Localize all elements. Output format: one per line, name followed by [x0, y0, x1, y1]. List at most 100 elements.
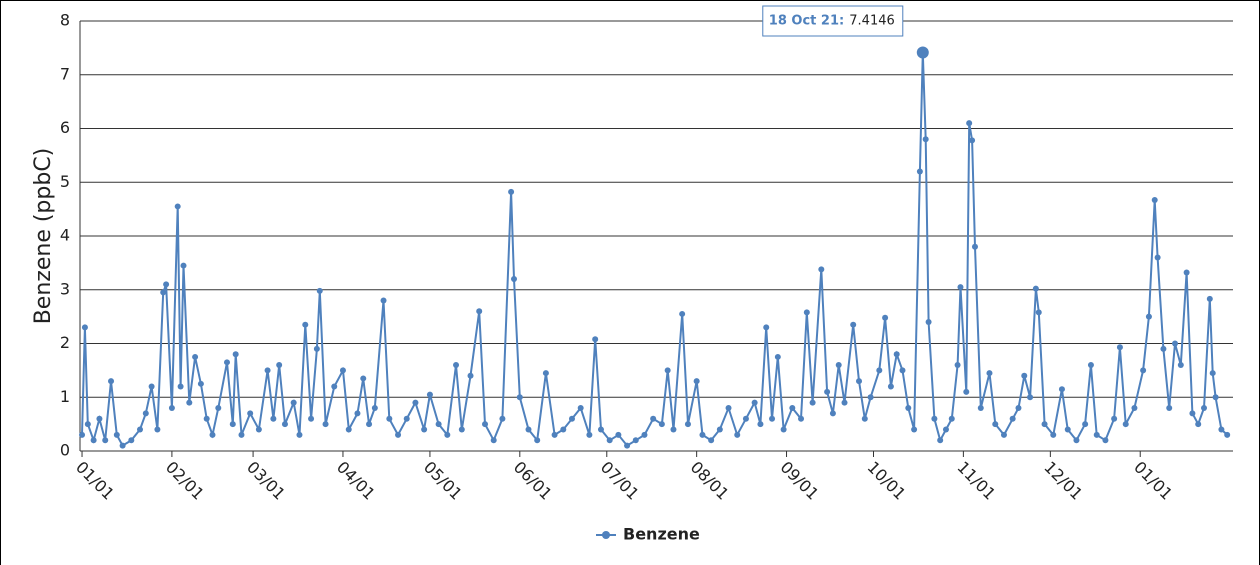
data-point [276, 362, 283, 368]
data-point [1131, 405, 1138, 411]
data-line [81, 52, 1228, 448]
data-point [1177, 362, 1184, 368]
data-point [270, 415, 277, 422]
data-point [1116, 344, 1123, 351]
data-point [516, 394, 523, 401]
data-point [238, 431, 245, 438]
data-point [1224, 431, 1231, 438]
y-tick-label: 7 [60, 64, 70, 83]
data-point [1050, 431, 1057, 438]
data-point [223, 359, 230, 366]
data-point [1073, 437, 1080, 444]
data-point [597, 426, 604, 433]
data-point [789, 405, 796, 411]
data-point [971, 243, 978, 250]
data-point [916, 168, 923, 175]
data-point [1145, 313, 1152, 320]
data-point [641, 431, 648, 438]
data-point [670, 426, 677, 433]
data-point [829, 410, 836, 417]
data-point [586, 431, 593, 438]
data-point [977, 405, 984, 411]
data-point [1183, 269, 1190, 276]
data-point [963, 388, 970, 395]
data-point [163, 281, 170, 288]
data-point [679, 310, 686, 317]
x-tick-label: 01/01 [1130, 458, 1176, 504]
data-point [966, 120, 973, 127]
data-point [142, 410, 149, 417]
data-point [893, 351, 900, 358]
data-point [96, 415, 103, 422]
data-point [174, 203, 181, 210]
data-point [426, 391, 433, 398]
data-point [887, 383, 894, 390]
x-tick-label: 04/01 [333, 458, 379, 504]
tooltip-date: 18 Oct 21: [769, 14, 844, 29]
data-point [742, 415, 749, 422]
data-point [560, 426, 567, 433]
data-point [296, 431, 303, 438]
data-point [824, 388, 831, 395]
data-point [444, 431, 451, 438]
data-point [699, 431, 706, 438]
x-tick-label: 07/01 [597, 458, 643, 504]
y-tick-label: 5 [60, 172, 70, 191]
data-point [911, 426, 918, 433]
y-tick-label: 6 [60, 118, 70, 137]
data-point [1015, 405, 1022, 411]
data-point [345, 426, 352, 433]
data-point [606, 437, 613, 444]
data-point [1209, 370, 1216, 377]
data-point [1027, 394, 1034, 401]
data-point [658, 421, 665, 428]
data-point [803, 309, 810, 316]
data-point [508, 188, 515, 195]
data-point [937, 437, 944, 444]
data-point [84, 421, 91, 428]
data-point [229, 421, 236, 428]
data-point [708, 437, 715, 444]
data-point [215, 405, 222, 411]
data-point [861, 415, 868, 422]
data-point [209, 431, 216, 438]
data-point [1111, 415, 1118, 422]
highlighted-point [916, 46, 929, 59]
data-point [482, 421, 489, 428]
data-point [154, 426, 161, 433]
data-point [684, 421, 691, 428]
data-point [534, 437, 541, 444]
data-point [1201, 405, 1208, 411]
data-point [1102, 437, 1109, 444]
data-point [453, 362, 460, 368]
data-point [148, 383, 155, 390]
y-axis-label: Benzene (ppbC) [31, 148, 56, 325]
data-point [1000, 431, 1007, 438]
y-tick-label: 3 [60, 279, 70, 298]
x-tick-label: 06/01 [510, 458, 556, 504]
data-point [1032, 285, 1039, 292]
data-point [664, 367, 671, 374]
data-point [168, 405, 175, 411]
data-point [255, 426, 262, 433]
data-point [624, 442, 631, 449]
data-point [1122, 421, 1129, 428]
tooltip-value: 7.4146 [849, 14, 895, 29]
data-point [957, 284, 964, 291]
data-point [931, 415, 938, 422]
data-point [395, 431, 402, 438]
data-point [322, 421, 329, 428]
legend-marker [602, 531, 610, 539]
data-point [137, 426, 144, 433]
data-point [835, 362, 842, 368]
data-point [882, 314, 889, 321]
data-point [203, 415, 210, 422]
y-tick-label: 4 [60, 226, 70, 245]
data-point [769, 415, 776, 422]
data-point [160, 289, 167, 296]
data-point [763, 324, 770, 331]
data-point [197, 380, 204, 387]
data-point [247, 410, 254, 417]
data-point [119, 442, 126, 449]
